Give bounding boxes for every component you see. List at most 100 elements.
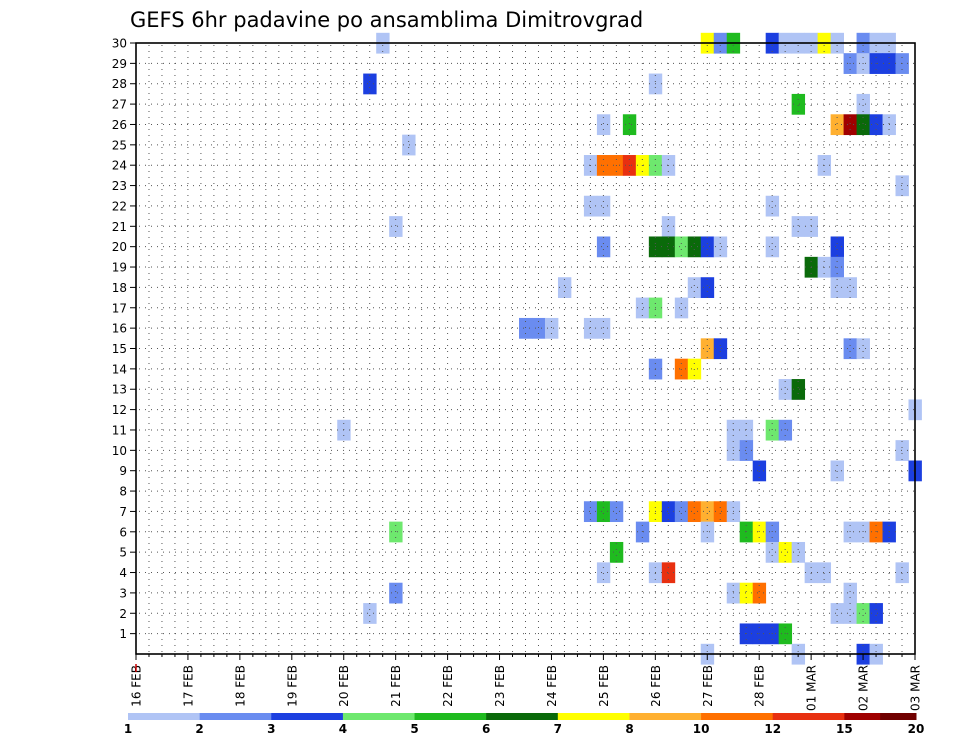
colorbar-swatch [414, 713, 451, 720]
heatmap-cell [661, 562, 676, 584]
heatmap-cell [596, 501, 611, 523]
heatmap-cell [596, 562, 611, 584]
y-tick-label: 23 [112, 179, 127, 193]
heatmap-cell [765, 521, 780, 543]
y-tick-label: 28 [112, 77, 127, 91]
heatmap-cell [843, 277, 857, 298]
colorbar-label: 12 [764, 722, 781, 736]
heatmap-cell [700, 338, 715, 360]
heatmap-cell [363, 73, 377, 95]
heatmap-cell [830, 236, 844, 258]
heatmap-cell [895, 175, 909, 197]
colorbar-swatch [665, 713, 702, 720]
heatmap-cell [856, 114, 870, 136]
colorbar-label: 3 [267, 722, 275, 736]
y-tick-label: 22 [112, 199, 127, 213]
y-tick-label: 15 [112, 342, 127, 356]
heatmap-cell [752, 582, 767, 604]
heatmap-cell [843, 582, 857, 604]
y-tick-label: 1 [119, 627, 127, 641]
x-tick-label: 20 FEB [337, 665, 351, 707]
x-tick-label: 25 FEB [597, 665, 611, 707]
heatmap-cell [869, 114, 883, 136]
y-tick-label: 25 [112, 138, 127, 152]
heatmap-cell [596, 317, 611, 339]
y-tick-label: 8 [119, 485, 127, 499]
y-tick-label: 7 [119, 505, 127, 519]
heatmap-cell [765, 419, 780, 441]
heatmap-cell [700, 501, 715, 523]
heatmap-cell [856, 603, 870, 624]
y-tick-label: 6 [119, 525, 127, 539]
colorbar-label: 20 [908, 722, 925, 736]
heatmap-cell [596, 236, 611, 258]
y-tick-label: 13 [112, 383, 127, 397]
colorbar-label: 2 [195, 722, 203, 736]
heatmap-cell [791, 379, 806, 400]
heatmap-cell [713, 338, 728, 360]
y-tick-label: 18 [112, 281, 127, 295]
heatmap-cell [583, 317, 598, 339]
colorbar-swatch [450, 713, 487, 720]
heatmap-cell [661, 216, 676, 237]
y-tick-label: 16 [112, 322, 127, 336]
colorbar-swatch [808, 713, 845, 720]
x-tick-label: 01 MAR [805, 665, 819, 711]
heatmap-cell [791, 541, 806, 563]
heatmap-cell [739, 440, 754, 461]
y-tick-label: 30 [112, 37, 127, 51]
colorbar-swatch [557, 713, 595, 720]
heatmap-cell [544, 317, 559, 339]
y-tick-label: 10 [112, 444, 127, 458]
heatmap-cell [739, 582, 754, 604]
colorbar-swatch [701, 713, 738, 720]
colorbar-swatch [307, 713, 344, 720]
heatmap-cell [583, 501, 598, 523]
heatmap-cell [843, 603, 857, 624]
heatmap-cell [609, 541, 624, 563]
colorbar-legend: 1 2 3 4 5 6 7 8 10 12 15 20 [124, 713, 925, 736]
y-tick-label: 3 [119, 586, 127, 600]
colorbar-swatch [128, 713, 165, 720]
heatmap-cell [752, 460, 767, 482]
x-tick-label: 21 FEB [389, 665, 403, 707]
colorbar-swatch [235, 713, 272, 720]
y-tick-label: 27 [112, 98, 127, 112]
y-tick-label: 17 [112, 301, 127, 315]
heatmap-cell [674, 501, 689, 523]
x-tick-label: 23 FEB [493, 665, 507, 707]
colorbar-label: 15 [836, 722, 853, 736]
x-tick-label: 16 FEB [130, 665, 144, 707]
heatmap-cell [519, 317, 533, 339]
heatmap-cell [778, 379, 793, 400]
colorbar-swatch [736, 713, 774, 720]
colorbar-swatch [629, 713, 666, 720]
colorbar-swatch [880, 713, 917, 720]
x-tick-label: 22 FEB [441, 665, 455, 707]
y-tick-label: 24 [112, 159, 127, 173]
heatmap-cell [661, 236, 676, 258]
heatmap-cell [739, 521, 754, 543]
heatmap-cell [752, 521, 767, 543]
x-tick-label: 18 FEB [233, 665, 247, 707]
heatmap-cell [389, 216, 403, 237]
colorbar-swatch [271, 713, 308, 720]
heatmap-cell [830, 277, 844, 298]
colorbar-swatch [593, 713, 630, 720]
y-axis: 1234567891011121314151617181920212223242… [112, 37, 136, 641]
colorbar-label: 10 [693, 722, 710, 736]
y-tick-label: 29 [112, 57, 127, 71]
heatmap-cell [765, 236, 780, 258]
x-axis: 16 FEB 17 FEB 18 FEB 19 FEB 20 FEB 21 FEB 22 F… [130, 654, 923, 711]
heatmap-cell [856, 93, 870, 115]
colorbar-label: 6 [482, 722, 490, 736]
heatmap-cell [830, 460, 844, 482]
grid-lines [136, 43, 915, 654]
y-tick-label: 5 [119, 546, 127, 560]
chart-title: GEFS 6hr padavine po ansamblima Dimitrov… [130, 8, 643, 32]
y-tick-label: 26 [112, 118, 127, 132]
y-tick-label: 4 [119, 566, 127, 580]
x-tick-label: 19 FEB [285, 665, 299, 707]
heatmap-cell [622, 114, 637, 136]
